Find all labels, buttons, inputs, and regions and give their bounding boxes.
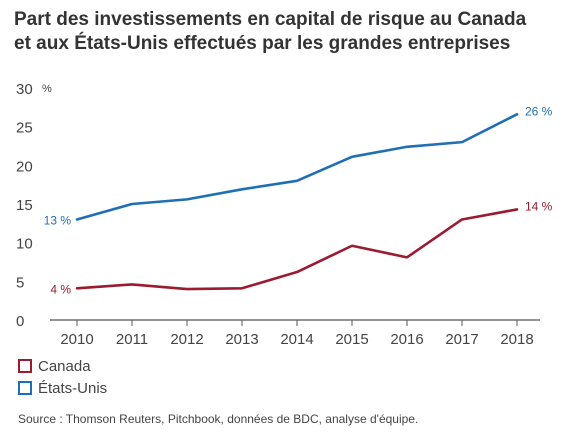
x-tick-label-2013: 2013 — [225, 331, 258, 348]
legend-label-canada: Canada — [38, 357, 91, 375]
series-end-label-canada: 14 % — [525, 199, 553, 213]
y-tick-label-10: 10 — [16, 236, 33, 253]
y-tick-label-30: 30 — [16, 81, 33, 98]
chart-title-line-2: et aux États-Unis effectués par les gran… — [14, 33, 511, 54]
legend-swatch-etats-unis — [18, 381, 32, 395]
x-tick-label-2014: 2014 — [280, 331, 313, 348]
x-tick-label-2012: 2012 — [170, 331, 203, 348]
series-end-label-etats-unis: 26 % — [525, 104, 553, 118]
y-tick-label-25: 25 — [16, 120, 33, 137]
chart-title-line-1: Part des investissements en capital de r… — [14, 9, 527, 30]
x-tick-label-2016: 2016 — [390, 331, 423, 348]
x-tick-label-2017: 2017 — [445, 331, 478, 348]
y-tick-label-0: 0 — [16, 313, 24, 330]
series-start-label-etats-unis: 13 % — [44, 213, 72, 227]
legend-item-etats-unis: États-Unis — [18, 378, 107, 398]
x-tick-label-2018: 2018 — [500, 331, 533, 348]
chart-title: Part des investissements en capital de r… — [14, 8, 564, 56]
legend-item-canada: Canada — [18, 356, 107, 376]
y-tick-label-20: 20 — [16, 158, 33, 175]
y-tick-label-5: 5 — [16, 274, 24, 291]
series-start-label-canada: 4 % — [50, 282, 71, 296]
chart-data-labels: 4 % 14 % 13 % 26 % — [44, 104, 553, 296]
x-tick-label-2015: 2015 — [335, 331, 368, 348]
series-line-etats-unis — [75, 112, 519, 221]
chart-axes: 2010 2011 2012 2013 2014 2015 2016 2017 20180510… — [16, 81, 540, 348]
legend-label-etats-unis: États-Unis — [38, 379, 108, 397]
chart-series — [75, 112, 519, 291]
series-line-canada — [75, 208, 519, 291]
x-tick-label-2010: 2010 — [60, 331, 93, 348]
chart-legend: Canada États-Unis — [18, 356, 107, 400]
x-tick-label-2011: 2011 — [116, 331, 148, 348]
chart-source: Source : Thomson Reuters, Pitchbook, don… — [18, 412, 419, 426]
legend-swatch-canada — [18, 359, 32, 373]
y-tick-label-15: 15 — [16, 197, 33, 214]
y-unit-label: % — [42, 83, 52, 95]
